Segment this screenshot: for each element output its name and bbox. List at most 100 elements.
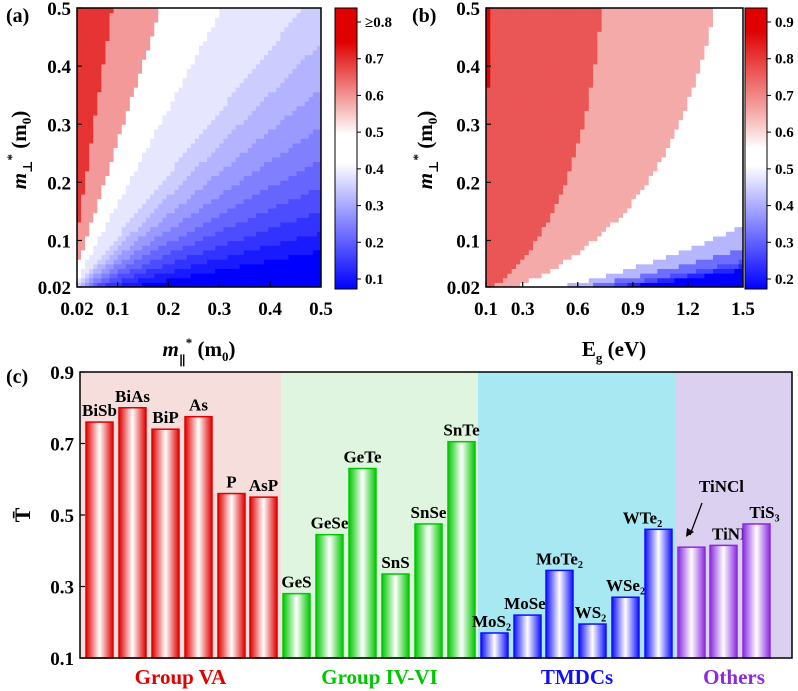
heatmap-cell (81, 82, 86, 88)
heatmap-cell (121, 156, 127, 163)
heatmap-cell (85, 45, 90, 51)
heatmap-cell (292, 138, 298, 144)
heatmap-cell (239, 31, 245, 37)
heatmap-cell (182, 259, 188, 265)
heatmap-cell (533, 40, 538, 46)
heatmap-cell (186, 12, 192, 18)
heatmap-cell (158, 259, 163, 265)
heatmap-cell (296, 240, 302, 246)
heatmap-cell (166, 221, 172, 228)
heatmap-cell (276, 68, 281, 74)
heatmap-cell (85, 273, 90, 279)
heatmap-cell (296, 273, 302, 279)
heatmap-cell (93, 105, 98, 111)
heatmap-cell (93, 35, 98, 42)
heatmap-cell (166, 277, 172, 283)
heatmap-cell (284, 189, 290, 195)
heatmap-cell (211, 175, 216, 181)
heatmap-cell (235, 268, 241, 274)
heatmap-cell (264, 26, 269, 32)
heatmap-cell (117, 12, 123, 18)
heatmap-cell (211, 147, 216, 153)
heatmap-cell (81, 45, 86, 51)
heatmap-cell (284, 105, 290, 111)
heatmap-cell (528, 124, 534, 130)
heatmap-cell (243, 54, 249, 60)
heatmap-cell (554, 226, 560, 232)
heatmap-cell (133, 175, 139, 181)
heatmap-cell (571, 217, 577, 223)
heatmap-cell (284, 101, 290, 107)
heatmap-cell (77, 198, 82, 204)
heatmap-cell (133, 110, 139, 116)
heatmap-cell (541, 110, 547, 116)
heatmap-cell (121, 207, 127, 214)
heatmap-cell (199, 82, 204, 88)
heatmap-cell (537, 59, 543, 65)
heatmap-cell (541, 245, 547, 251)
heatmap-cell (550, 124, 556, 130)
heatmap-cell (571, 189, 577, 195)
heatmap-cell (154, 245, 159, 251)
heatmap-cell (304, 259, 310, 265)
heatmap-cell (486, 87, 491, 93)
heatmap-cell (520, 259, 526, 265)
heatmap-cell (247, 203, 253, 209)
heatmap-cell (563, 114, 568, 121)
heatmap-cell (316, 207, 321, 214)
heatmap-cell (211, 138, 216, 144)
heatmap-cell (174, 17, 180, 23)
heatmap-cell (219, 235, 224, 242)
heatmap-cell (276, 175, 281, 181)
heatmap-cell (580, 282, 586, 287)
heatmap-cell (260, 59, 265, 65)
heatmap-cell (486, 96, 491, 102)
heatmap-cell (105, 73, 111, 79)
heatmap-cell (243, 114, 249, 121)
heatmap-cell (174, 240, 180, 246)
heatmap-cell (142, 156, 147, 163)
heatmap-cell (296, 110, 302, 116)
heatmap-cell (251, 268, 257, 274)
heatmap-cell (308, 231, 314, 237)
heatmap-cell (550, 273, 556, 279)
heatmap-cell (554, 59, 560, 65)
heatmap-cell (231, 124, 237, 130)
heatmap-cell (178, 254, 184, 260)
heatmap-cell (524, 245, 530, 251)
heatmap-cell (113, 82, 119, 88)
heatmap-cell (507, 268, 513, 274)
heatmap-cell (563, 124, 568, 130)
heatmap-cell (215, 282, 220, 287)
heatmap-cell (113, 128, 119, 135)
heatmap-cell (105, 268, 111, 274)
heatmap-cell (146, 166, 151, 172)
heatmap-cell (150, 101, 155, 107)
heatmap-cell (498, 161, 504, 167)
heatmap-cell (280, 226, 285, 232)
heatmap-cell (550, 226, 556, 232)
heatmap-cell (255, 12, 261, 18)
heatmap-cell (528, 254, 534, 260)
heatmap-cell (125, 235, 131, 242)
heatmap-cell (308, 226, 314, 232)
heatmap-cell (113, 170, 119, 176)
heatmap-cell (300, 161, 306, 167)
heatmap-cell (520, 45, 526, 51)
heatmap-cell (272, 254, 277, 260)
heatmap-cell (251, 231, 257, 237)
heatmap-cell (231, 203, 237, 209)
heatmap-cell (554, 282, 560, 287)
heatmap-cell (541, 152, 547, 158)
heatmap-cell (166, 59, 172, 65)
heatmap-cell (251, 128, 257, 135)
heatmap-cell (129, 180, 135, 186)
heatmap-cell (554, 166, 560, 172)
heatmap-cell (85, 96, 90, 102)
heatmap-cell (533, 226, 538, 232)
heatmap-cell (146, 170, 151, 176)
heatmap-cell (121, 282, 127, 287)
heatmap-cell (215, 175, 220, 181)
heatmap-cell (490, 128, 496, 135)
y-tick-label: 0.02 (38, 278, 71, 299)
